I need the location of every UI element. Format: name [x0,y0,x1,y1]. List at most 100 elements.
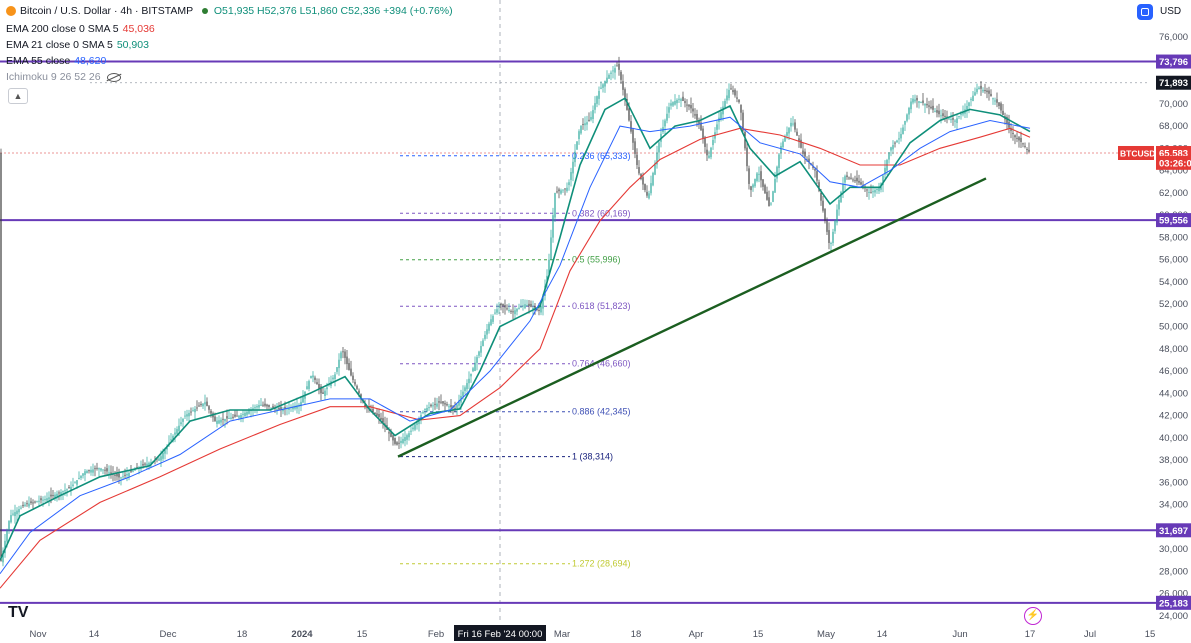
legend-ema21-label: EMA 21 close 0 SMA 5 [6,39,113,51]
candle-body [60,491,62,496]
candle-body [392,435,394,441]
crosshair-time-bg [454,625,546,641]
candle-body [264,403,266,406]
candle-body [302,396,304,403]
candle-body [758,173,760,175]
price-axis-label: 31,697 [1159,526,1188,537]
candle-body [572,161,574,174]
candle-body [434,403,436,405]
x-tick-label: Mar [554,629,570,640]
candle-body [18,509,20,513]
candle-body [706,149,708,156]
candle-body [796,131,798,136]
candle-body [996,99,998,103]
candle-body [738,99,740,103]
candle-body [640,173,642,179]
candle-body [736,97,738,99]
candle-body [794,122,796,130]
market-status-dot [201,8,208,15]
candle-body [944,115,946,117]
candle-body [950,119,952,121]
x-tick-label: Apr [689,629,704,640]
candle-body [486,329,488,335]
candle-body [190,411,192,413]
candle-body [764,185,766,194]
candle-body [390,430,392,437]
candle-body [36,501,38,503]
candle-body [916,97,918,101]
y-tick-label: 64,000 [1159,166,1188,177]
candle-body [772,191,774,202]
eye-hidden-icon[interactable] [106,72,121,82]
candle-body [54,494,56,499]
candle-body [856,177,858,182]
y-tick-label: 70,000 [1159,99,1188,110]
price-axis-label: 03:26:09 [1159,158,1191,169]
candle-body [282,409,284,412]
candle-body [756,173,758,181]
x-tick-label: 2024 [291,629,313,640]
x-tick-label: Jul [1084,629,1096,640]
legend-ichimoku[interactable]: Ichimoku 9 26 52 26 [6,70,121,84]
y-tick-label: 30,000 [1159,544,1188,555]
legend-ema200[interactable]: EMA 200 close 0 SMA 5 45,036 [6,22,155,36]
candle-body [168,442,170,444]
collapse-legend-button[interactable]: ▲ [8,88,28,104]
candle-body [410,430,412,432]
x-tick-label: 17 [1025,629,1036,640]
candle-body [790,122,792,127]
y-tick-label: 26,000 [1159,589,1188,600]
candle-body [10,515,12,523]
candle-body [590,117,592,120]
candle-body [716,124,718,130]
candle-body [508,310,510,312]
currency-label[interactable]: USD [1160,6,1182,17]
candle-body [542,295,544,309]
candle-body [750,186,752,191]
price-axis-label: 25,183 [1159,598,1188,609]
candle-body [134,469,136,471]
candle-body [292,406,294,410]
candle-body [818,182,820,191]
candle-body [150,461,152,465]
candle-body [802,150,804,154]
candle-body [566,187,568,192]
candle-body [196,407,198,409]
candle-body [260,404,262,406]
legend-ema21[interactable]: EMA 21 close 0 SMA 5 50,903 [6,38,149,52]
candle-body [266,404,268,407]
candle-body [514,310,516,315]
candle-body [858,180,860,183]
fib-level-label: 0.382 (60,169) [572,208,631,218]
candle-body [854,180,856,182]
candle-body [192,410,194,412]
candle-body [852,179,854,181]
candle-body [988,90,990,94]
candle-body [458,400,460,406]
candle-body [824,209,826,221]
legend-ema55[interactable]: EMA 55 close 48,620 [6,54,106,68]
candle-body [492,315,494,322]
x-tick-label: Feb [428,629,444,640]
compare-icon[interactable] [1137,4,1153,20]
candle-body [754,178,756,187]
candle-body [992,98,994,100]
candle-body [1016,137,1018,139]
fib-level-label: 0.618 (51,823) [572,301,631,311]
candle-body [586,122,588,125]
candle-body [822,200,824,211]
candle-body [696,113,698,120]
candle-body [870,192,872,194]
candle-body [350,368,352,376]
candle-body [332,377,334,380]
lightning-icon[interactable]: ⚡ [1024,607,1042,625]
candle-body [294,405,296,409]
trendline[interactable] [397,177,987,458]
candle-body [600,87,602,89]
candle-body [894,142,896,144]
candle-body [204,402,206,405]
candle-body [24,504,26,506]
x-tick-label: 14 [877,629,888,640]
candle-body [700,122,702,131]
